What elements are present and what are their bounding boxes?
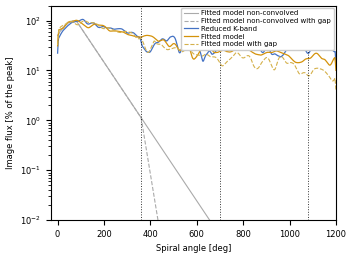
Fitted model non-convolved with gap — [74, 19, 78, 22]
Fitted model non-convolved — [94, 49, 98, 52]
Fitted model non-convolved — [86, 37, 90, 40]
Line: Fitted model with gap: Fitted model with gap — [58, 21, 336, 90]
Fitted model non-convolved — [182, 180, 186, 183]
Fitted model with gap — [86, 21, 90, 24]
Fitted model — [291, 59, 296, 62]
Reduced K-band — [291, 45, 296, 48]
Fitted model non-convolved with gap — [77, 24, 81, 27]
Fitted model with gap — [94, 22, 98, 25]
Legend: Fitted model non-convolved, Fitted model non-convolved with gap, Reduced K-band,: Fitted model non-convolved, Fitted model… — [181, 8, 334, 50]
Reduced K-band — [63, 27, 67, 30]
Reduced K-band — [86, 23, 90, 26]
Reduced K-band — [94, 24, 98, 27]
Fitted model with gap — [63, 23, 67, 26]
Reduced K-band — [182, 40, 186, 43]
Fitted model non-convolved with gap — [56, 34, 60, 37]
Fitted model — [56, 44, 60, 47]
Fitted model non-convolved with gap — [94, 49, 98, 52]
Reduced K-band — [77, 19, 81, 23]
Fitted model with gap — [56, 44, 60, 47]
Fitted model with gap — [77, 23, 81, 26]
Reduced K-band — [81, 18, 85, 21]
Line: Fitted model: Fitted model — [58, 20, 336, 70]
Fitted model — [77, 20, 81, 23]
Y-axis label: Image flux [% of the peak]: Image flux [% of the peak] — [6, 57, 14, 169]
Fitted model non-convolved — [74, 19, 78, 22]
Line: Fitted model non-convolved with gap: Fitted model non-convolved with gap — [58, 20, 336, 259]
Fitted model with gap — [182, 49, 186, 52]
Fitted model non-convolved with gap — [63, 24, 67, 27]
Fitted model non-convolved — [63, 24, 67, 27]
Fitted model — [74, 19, 78, 22]
Fitted model — [86, 26, 90, 29]
Fitted model with gap — [334, 88, 338, 91]
Fitted model non-convolved — [56, 34, 60, 37]
Reduced K-band — [334, 63, 338, 67]
Fitted model — [94, 23, 98, 26]
X-axis label: Spiral angle [deg]: Spiral angle [deg] — [156, 244, 231, 254]
Fitted model — [334, 69, 338, 72]
Line: Reduced K-band: Reduced K-band — [58, 19, 336, 65]
Line: Fitted model non-convolved: Fitted model non-convolved — [58, 20, 336, 259]
Reduced K-band — [56, 52, 60, 55]
Fitted model non-convolved with gap — [86, 37, 90, 40]
Fitted model — [63, 24, 67, 27]
Fitted model — [182, 42, 186, 45]
Fitted model non-convolved — [77, 24, 81, 27]
Fitted model with gap — [82, 19, 86, 23]
Fitted model with gap — [291, 62, 296, 65]
